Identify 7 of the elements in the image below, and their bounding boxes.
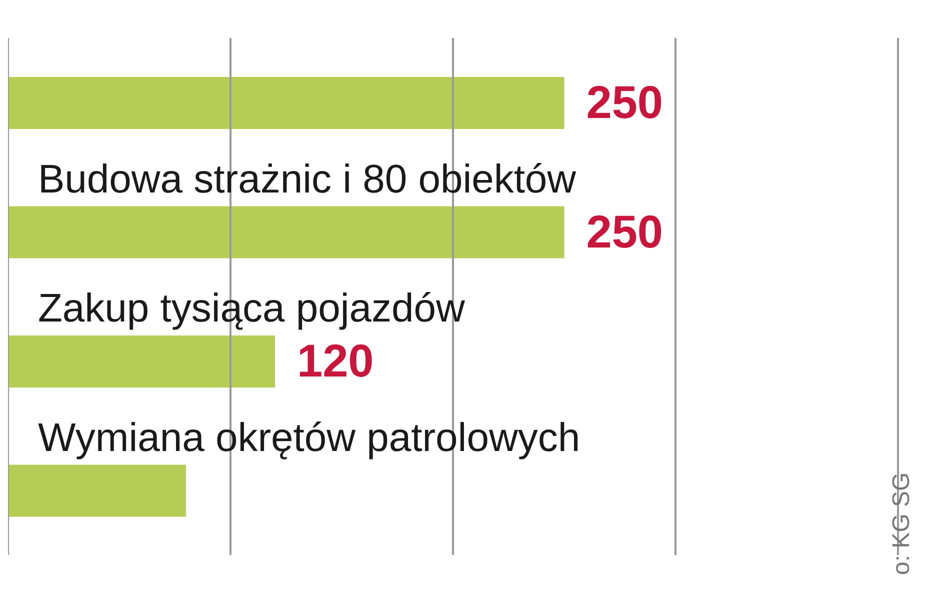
data-label: 250 xyxy=(586,205,663,258)
y-tick-label: Budowa strażnic i 80 obiektów xyxy=(38,157,576,202)
y-tick-label: Wymiana okrętów patrolowych xyxy=(38,416,580,460)
data-label: 120 xyxy=(297,334,374,386)
y-tick-label: Zakup tysiąca pojazdów xyxy=(38,286,466,330)
annotation: o: KG SG xyxy=(888,472,916,575)
data-label: 250 xyxy=(586,76,663,128)
